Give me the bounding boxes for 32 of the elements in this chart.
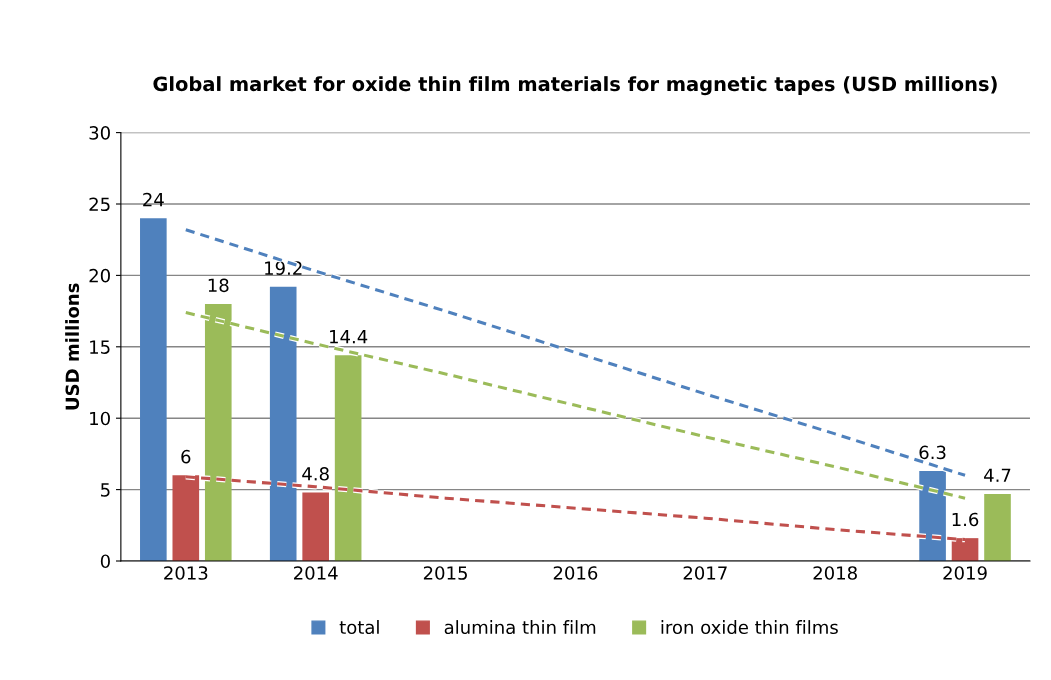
data-label: 18 bbox=[208, 278, 229, 293]
x-tick-label: 2017 bbox=[683, 566, 727, 580]
bar bbox=[140, 218, 167, 561]
x-tick-label: 2013 bbox=[164, 566, 208, 580]
bar bbox=[269, 286, 297, 561]
x-tick-label: 2018 bbox=[813, 566, 857, 580]
data-label: 24 bbox=[143, 192, 164, 207]
bar bbox=[302, 492, 329, 561]
data-label: 1.6 bbox=[952, 512, 979, 527]
x-tick-label: 2016 bbox=[553, 566, 598, 580]
chart-title: Global market for oxide thin film materials for magnetic tapes (USD millions) bbox=[153, 76, 997, 96]
data-label: 6 bbox=[181, 449, 191, 464]
y-tick-label: 30 bbox=[89, 126, 110, 140]
data-label: 14.4 bbox=[330, 330, 368, 344]
x-tick-label: 2014 bbox=[294, 566, 338, 580]
y-tick-label: 5 bbox=[101, 483, 110, 497]
y-tick-label: 10 bbox=[90, 411, 110, 426]
legend-label: total bbox=[339, 620, 379, 635]
legend-label: alumina thin film bbox=[444, 620, 596, 635]
data-label: 4.7 bbox=[984, 468, 1011, 482]
y-tick-label: 25 bbox=[89, 197, 110, 212]
data-label: 19.2 bbox=[265, 261, 302, 275]
data-label: 6.3 bbox=[919, 445, 946, 460]
bar bbox=[984, 493, 1011, 561]
legend-label: iron oxide thin films bbox=[661, 620, 838, 635]
y-axis-title: USD millions bbox=[65, 283, 80, 410]
x-tick-label: 2019 bbox=[943, 566, 987, 580]
y-tick-label: 20 bbox=[89, 268, 110, 283]
y-tick-label: 0 bbox=[100, 554, 110, 569]
y-tick-label: 15 bbox=[90, 340, 110, 354]
x-tick-label: 2015 bbox=[423, 566, 467, 580]
data-label: 4.8 bbox=[302, 466, 329, 481]
